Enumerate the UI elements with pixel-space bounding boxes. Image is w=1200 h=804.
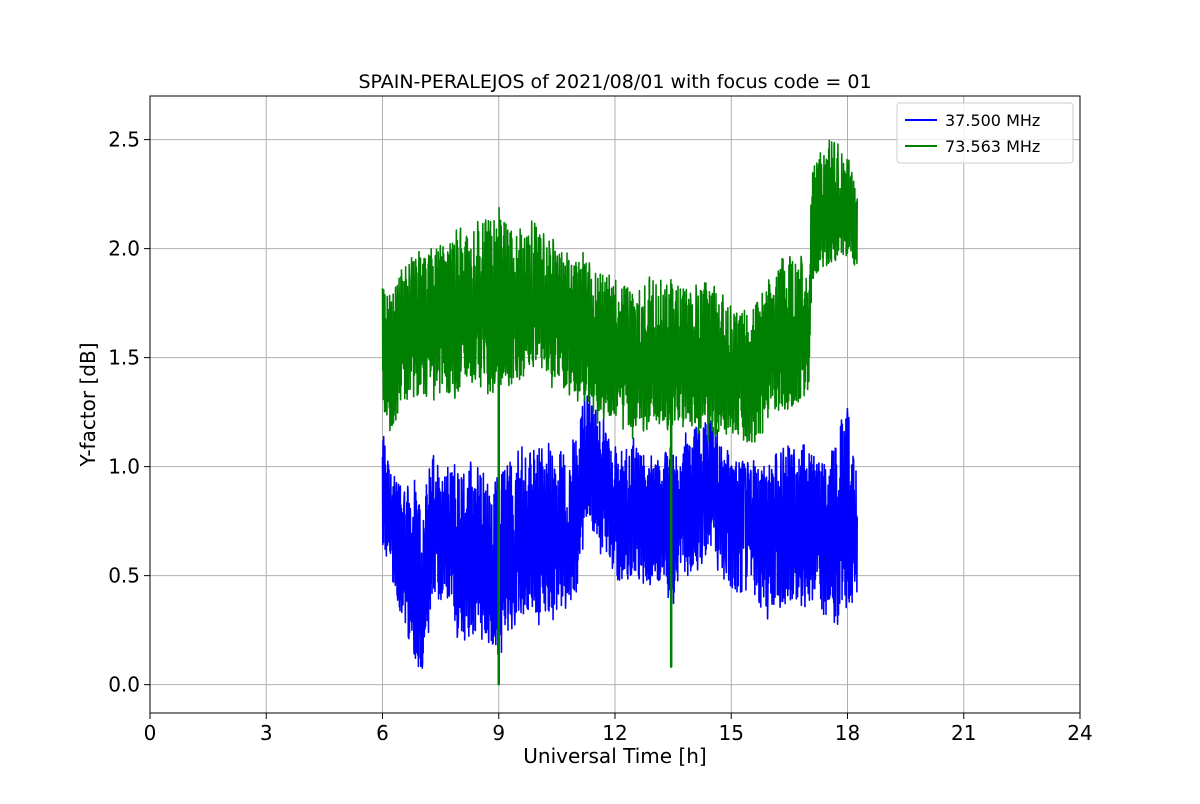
x-tick-label: 9 — [492, 721, 505, 745]
y-axis-label: Y-factor [dB] — [76, 342, 100, 467]
legend-label: 73.563 MHz — [945, 137, 1040, 156]
x-tick-label: 18 — [835, 721, 860, 745]
y-tick-label: 2.5 — [108, 128, 140, 152]
x-tick-label: 0 — [144, 721, 157, 745]
plot-data — [381, 139, 858, 686]
x-tick-label: 6 — [376, 721, 389, 745]
x-tick-label: 15 — [719, 721, 744, 745]
x-tick-label: 24 — [1067, 721, 1092, 745]
x-tick-label: 21 — [951, 721, 976, 745]
x-axis-label: Universal Time [h] — [523, 744, 706, 768]
y-tick-label: 0.5 — [108, 564, 140, 588]
legend-label: 37.500 MHz — [945, 111, 1040, 130]
x-tick-label: 12 — [602, 721, 627, 745]
x-tick-label: 3 — [260, 721, 273, 745]
series-line-2 — [381, 139, 858, 686]
legend: 37.500 MHz 73.563 MHz — [896, 102, 1074, 164]
chart-title: SPAIN-PERALEJOS of 2021/08/01 with focus… — [358, 71, 871, 93]
series-line-1 — [381, 395, 858, 669]
y-tick-label: 2.0 — [108, 237, 140, 261]
tick-marks: 0 3 6 9 12 15 18 21 24 0.0 0.5 1.0 1.5 2.0 2.5 — [108, 128, 1093, 745]
legend-box — [896, 102, 1074, 164]
y-tick-label: 1.0 — [108, 455, 140, 479]
y-tick-label: 0.0 — [108, 673, 140, 697]
y-tick-label: 1.5 — [108, 346, 140, 370]
